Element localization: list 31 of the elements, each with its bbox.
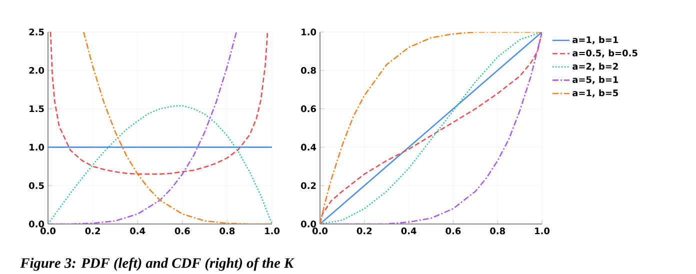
x-tick-label: 0.0 (312, 228, 328, 234)
legend-label: a=2, b=2 (572, 62, 618, 71)
line-series (82, 32, 272, 224)
y-tick-label: 1.0 (30, 144, 44, 151)
x-tick-label: 1.0 (265, 228, 280, 234)
x-tick-label: 0.8 (220, 228, 235, 234)
y-tick-label: 0.4 (301, 144, 316, 151)
y-tick-label: 0.6 (301, 105, 316, 112)
y-tick-label: 1.5 (30, 105, 44, 112)
y-tick-label: 0.0 (29, 220, 44, 228)
x-tick-label: 0.8 (490, 228, 505, 234)
y-tick-label: 1.0 (302, 28, 316, 36)
x-tick-label: 0.4 (130, 228, 146, 234)
y-tick-label: 0.0 (301, 220, 316, 228)
x-tick-label: 0.4 (401, 228, 416, 234)
legend-label: a=0.5, b=0.5 (572, 49, 638, 58)
x-tick-label: 0.2 (356, 228, 372, 234)
caption: Figure 3: PDF (left) and CDF (right) of the K (20, 258, 294, 271)
x-tick-label: 0.2 (85, 228, 100, 234)
x-tick-label: 1.0 (535, 228, 550, 234)
y-tick-label: 2.0 (29, 67, 44, 74)
y-tick-label: 0.2 (301, 182, 316, 189)
legend-label: a=5, b=1 (572, 76, 618, 84)
y-tick-label: 0.5 (29, 182, 44, 189)
y-tick-label: 2.5 (29, 28, 44, 36)
x-tick-label: 0.0 (40, 228, 56, 234)
x-tick-label: 0.6 (446, 228, 461, 234)
x-tick-label: 0.6 (174, 228, 190, 234)
y-tick-label: 0.8 (301, 67, 316, 74)
legend-label: a=1, b=5 (572, 89, 618, 98)
legend-label: a=1, b=1 (572, 36, 618, 44)
